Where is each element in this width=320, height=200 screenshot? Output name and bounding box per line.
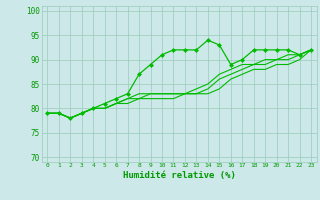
X-axis label: Humidité relative (%): Humidité relative (%) <box>123 171 236 180</box>
